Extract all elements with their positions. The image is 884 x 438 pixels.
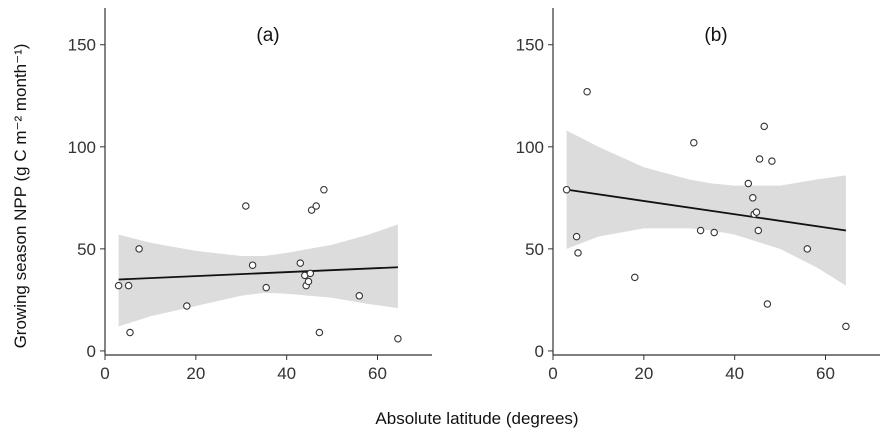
- data-point-b-4: [583, 87, 591, 96]
- y-tick-label-b-0: 0: [535, 342, 544, 361]
- y-axis-title: Growing season NPP (g C m⁻² month⁻¹): [11, 44, 30, 349]
- data-point-a-4: [135, 245, 143, 253]
- x-tick-label-a-60: 60: [368, 364, 387, 383]
- y-tick-label-a-50: 50: [77, 240, 96, 259]
- data-point-b-15: [760, 122, 768, 131]
- data-point-a-7: [248, 261, 257, 269]
- confidence-band-a: [118, 224, 398, 327]
- data-point-a-15: [312, 202, 320, 210]
- x-tick-label-a-40: 40: [277, 364, 296, 383]
- x-tick-label-a-20: 20: [186, 364, 205, 383]
- data-point-b-8: [710, 228, 718, 237]
- data-point-b-7: [696, 226, 705, 235]
- data-point-b-16: [763, 300, 772, 308]
- data-point-a-14: [307, 206, 316, 214]
- x-tick-label-a-0: 0: [100, 364, 109, 383]
- data-point-b-14: [755, 155, 764, 163]
- data-point-b-3: [574, 249, 582, 257]
- x-tick-label-b-40: 40: [725, 364, 744, 383]
- y-tick-label-b-150: 150: [516, 36, 544, 55]
- data-point-b-17: [768, 157, 776, 165]
- data-point-b-12: [752, 208, 761, 216]
- data-point-a-12: [304, 277, 313, 286]
- data-point-a-8: [262, 283, 270, 292]
- data-point-b-13: [754, 226, 763, 235]
- data-point-b-6: [690, 138, 698, 147]
- data-point-b-2: [572, 232, 581, 241]
- data-point-b-18: [803, 245, 812, 253]
- data-point-a-17: [320, 185, 328, 194]
- confidence-band-b: [566, 130, 846, 286]
- y-tick-label-a-0: 0: [87, 342, 96, 361]
- data-point-a-2: [124, 281, 133, 290]
- data-point-a-9: [296, 259, 305, 267]
- regression-line-b: [566, 188, 847, 232]
- panel-label-a: (a): [256, 25, 279, 46]
- data-point-b-10: [749, 194, 757, 202]
- x-tick-label-b-60: 60: [816, 364, 835, 383]
- y-tick-label-b-100: 100: [516, 138, 544, 157]
- x-axis-title: Absolute latitude (degrees): [375, 409, 578, 428]
- y-tick-label-a-100: 100: [68, 138, 96, 157]
- panel-a: 0 50 100 150 0 20 40 60 (a): [68, 8, 432, 383]
- data-point-a-5: [183, 302, 191, 310]
- data-point-b-5: [631, 273, 639, 282]
- data-point-a-6: [242, 202, 250, 210]
- data-point-a-16: [315, 328, 324, 337]
- data-point-a-19: [394, 334, 402, 343]
- data-point-a-1: [114, 281, 123, 290]
- data-point-a-18: [355, 292, 364, 300]
- y-tick-label-a-150: 150: [68, 36, 96, 55]
- regression-line-a: [118, 266, 398, 281]
- panel-label-b: (b): [704, 25, 727, 46]
- x-tick-label-b-20: 20: [634, 364, 653, 383]
- data-point-b-1: [562, 185, 571, 194]
- data-point-a-13: [306, 269, 315, 278]
- data-point-b-9: [744, 179, 753, 188]
- y-tick-label-b-50: 50: [525, 240, 544, 259]
- panel-b: 0 50 100 150 0 20 40 60 (b): [516, 8, 880, 383]
- data-point-a-3: [126, 328, 134, 337]
- data-point-b-19: [842, 322, 850, 331]
- x-tick-label-b-0: 0: [548, 364, 557, 383]
